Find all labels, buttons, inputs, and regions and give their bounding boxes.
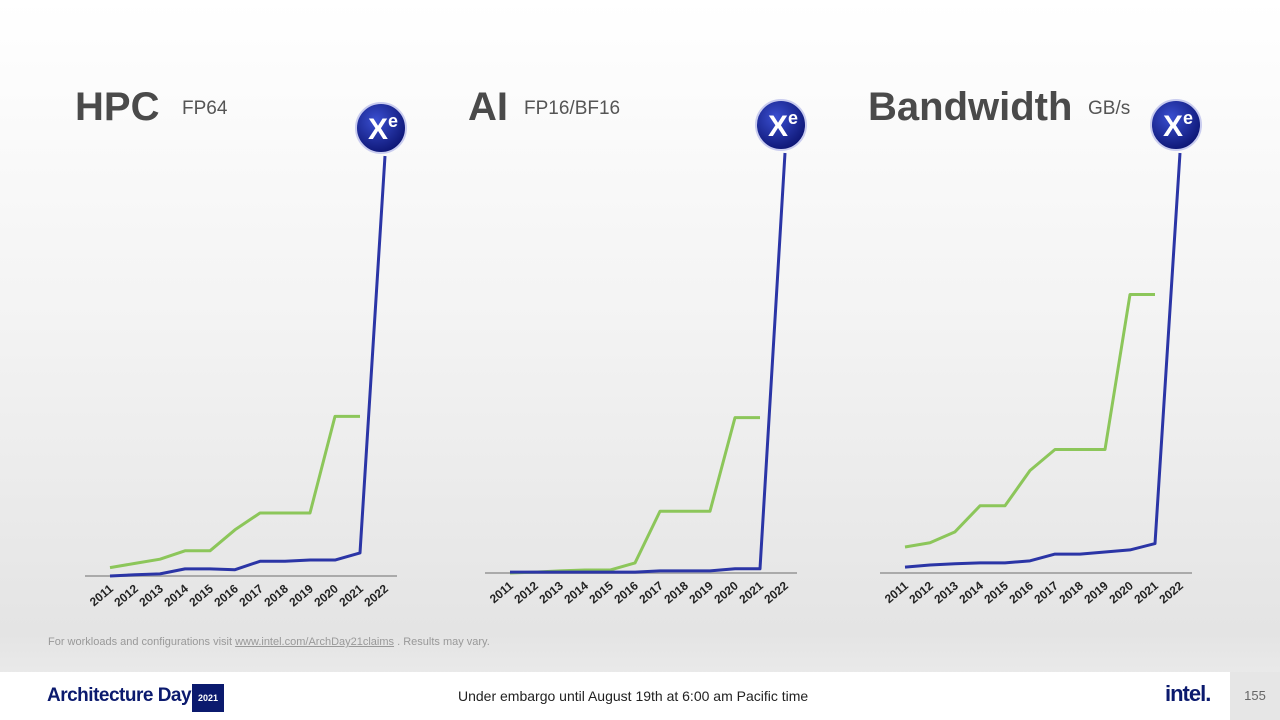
brand: Architecture Day (47, 685, 192, 706)
line-series (509, 416, 760, 575)
x-tick-label: 2013 (931, 578, 961, 606)
x-tick-label: 2019 (286, 581, 316, 609)
chart-subtitle: GB/s (1088, 98, 1130, 119)
x-tick-label: 2021 (336, 581, 366, 609)
x-tick-label: 2014 (956, 578, 986, 606)
x-tick-label: 2013 (536, 578, 566, 606)
line-series (904, 293, 1155, 549)
link[interactable]: www.intel.com/ArchDay21claims (235, 636, 395, 648)
logo-sup: e (1183, 108, 1193, 128)
x-tick-label: 2021 (736, 578, 766, 606)
chart-title: Bandwidth (868, 85, 1072, 129)
x-tick-label: 2018 (661, 578, 691, 606)
x-tick-label: 2014 (561, 578, 591, 606)
x-tick-label: 2017 (236, 581, 266, 609)
x-tick-label: 2015 (186, 581, 216, 609)
logo-sup: e (788, 108, 798, 128)
x-tick-label: 2022 (361, 581, 391, 609)
page-number: 155 (1230, 672, 1280, 720)
chart-subtitle: FP64 (182, 98, 228, 119)
x-tick-label: 2018 (261, 581, 291, 609)
logo-base: X (368, 113, 388, 146)
x-tick-label: 2016 (211, 581, 241, 609)
x-tick-label: 2014 (161, 581, 191, 609)
x-tick-label: 2020 (311, 581, 341, 609)
footer-bar: Architecture Day 2021 Under embargo unti… (0, 672, 1280, 720)
chart-title: HPC (75, 85, 159, 129)
logo-circle (355, 102, 407, 154)
x-tick-label: 2020 (1106, 578, 1136, 606)
x-tick-label: 2019 (686, 578, 716, 606)
x-tick-label: 2012 (906, 578, 936, 606)
x-tick-label: 2015 (586, 578, 616, 606)
line-series (904, 152, 1182, 569)
line-series (109, 155, 387, 578)
logo-base: X (1163, 110, 1183, 143)
logo-base: X (768, 110, 788, 143)
embargo: Under embargo until August 19th at 6:00 … (458, 688, 809, 704)
logo-circle (1150, 99, 1202, 151)
x-tick-label: 2015 (981, 578, 1011, 606)
x-tick-label: 2016 (1006, 578, 1036, 606)
x-tick-label: 2013 (136, 581, 166, 609)
footnote: For workloads and configurations visit w… (48, 636, 490, 648)
year-badge: 2021 (192, 684, 224, 712)
x-tick-label: 2012 (111, 581, 141, 609)
x-tick-label: 2017 (1031, 578, 1061, 606)
x-tick-label: 2020 (711, 578, 741, 606)
chart-subtitle: FP16/BF16 (524, 98, 620, 119)
line-series (510, 152, 787, 574)
x-tick-label: 2011 (87, 581, 116, 609)
x-tick-label: 2011 (882, 578, 911, 606)
chart-title: AI (468, 85, 508, 129)
x-tick-label: 2021 (1131, 578, 1161, 606)
logo-circle (755, 99, 807, 151)
x-tick-label: 2017 (636, 578, 666, 606)
line-series (109, 414, 360, 570)
company: intel. (1165, 681, 1211, 706)
x-tick-label: 2022 (761, 578, 791, 606)
x-tick-label: 2012 (511, 578, 541, 606)
x-tick-label: 2011 (487, 578, 516, 606)
x-tick-label: 2019 (1081, 578, 1111, 606)
logo-sup: e (388, 111, 398, 131)
charts: HPC FP64201120122013201420152016201720182… (75, 85, 1202, 609)
note: For workloads and configurations visit (48, 636, 233, 648)
x-tick-label: 2022 (1156, 578, 1186, 606)
x-tick-label: 2018 (1056, 578, 1086, 606)
note-end: . Results may vary. (397, 636, 490, 648)
x-tick-label: 2016 (611, 578, 641, 606)
